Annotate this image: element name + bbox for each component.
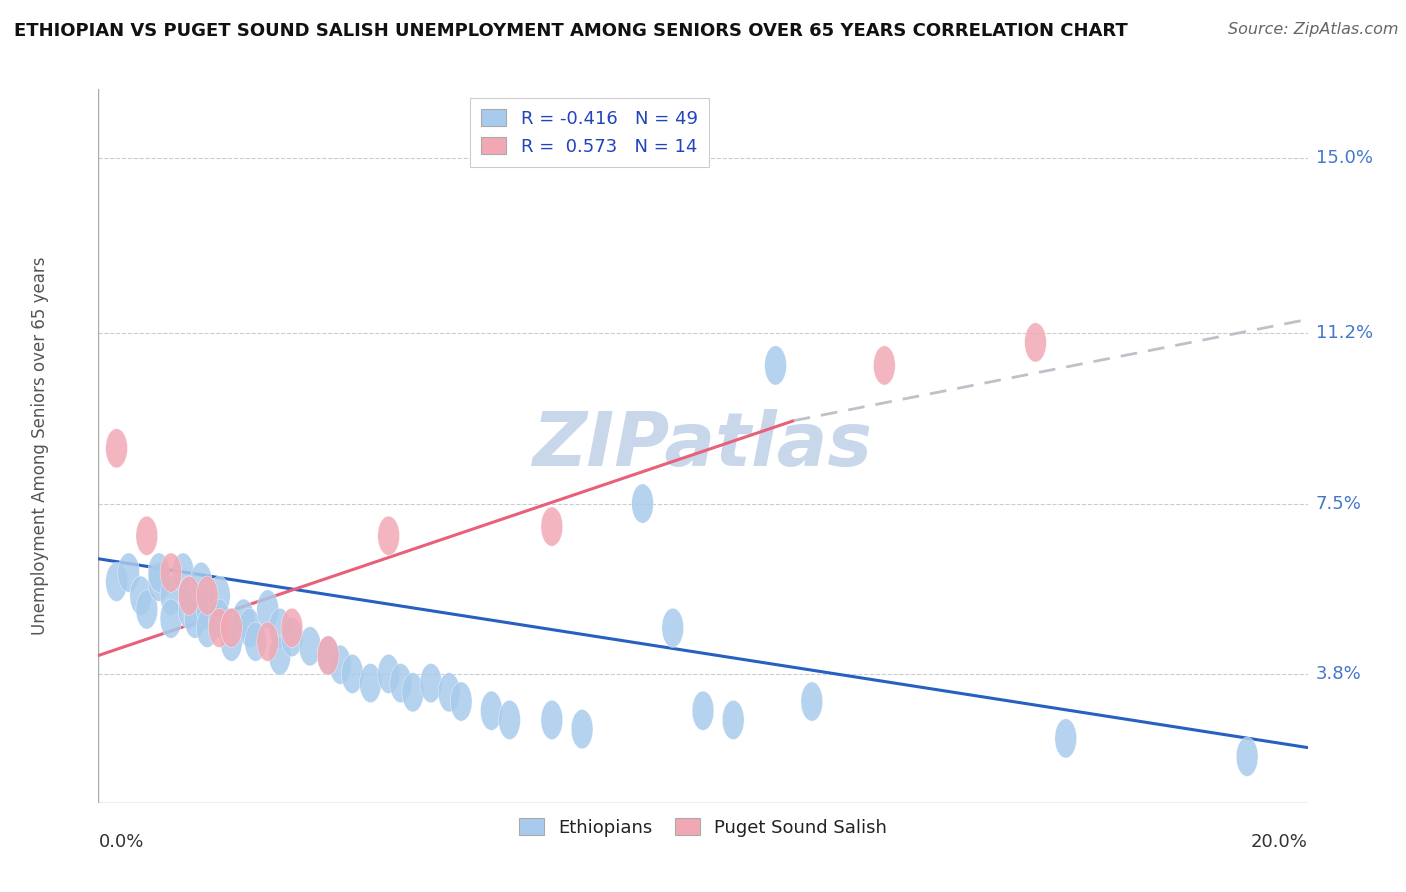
Ellipse shape	[105, 562, 128, 601]
Ellipse shape	[378, 516, 399, 556]
Ellipse shape	[136, 516, 157, 556]
Ellipse shape	[208, 576, 231, 615]
Ellipse shape	[208, 599, 231, 639]
Ellipse shape	[118, 553, 139, 592]
Ellipse shape	[232, 599, 254, 639]
Ellipse shape	[160, 553, 181, 592]
Text: 20.0%: 20.0%	[1251, 833, 1308, 851]
Ellipse shape	[541, 700, 562, 739]
Ellipse shape	[801, 681, 823, 721]
Text: Unemployment Among Seniors over 65 years: Unemployment Among Seniors over 65 years	[31, 257, 49, 635]
Ellipse shape	[342, 654, 363, 693]
Text: 15.0%: 15.0%	[1316, 149, 1372, 168]
Ellipse shape	[148, 553, 170, 592]
Ellipse shape	[378, 654, 399, 693]
Ellipse shape	[389, 664, 412, 703]
Ellipse shape	[179, 590, 200, 629]
Ellipse shape	[541, 507, 562, 546]
Ellipse shape	[197, 576, 218, 615]
Text: Source: ZipAtlas.com: Source: ZipAtlas.com	[1229, 22, 1399, 37]
Ellipse shape	[631, 484, 654, 524]
Ellipse shape	[172, 553, 194, 592]
Ellipse shape	[571, 709, 593, 748]
Ellipse shape	[179, 576, 200, 615]
Ellipse shape	[269, 608, 291, 648]
Ellipse shape	[148, 562, 170, 601]
Ellipse shape	[765, 346, 786, 385]
Ellipse shape	[1236, 737, 1258, 776]
Ellipse shape	[360, 664, 381, 703]
Ellipse shape	[692, 691, 714, 731]
Ellipse shape	[190, 562, 212, 601]
Ellipse shape	[179, 576, 200, 615]
Ellipse shape	[329, 645, 352, 684]
Ellipse shape	[129, 576, 152, 615]
Ellipse shape	[281, 617, 302, 657]
Text: ZIPatlas: ZIPatlas	[533, 409, 873, 483]
Ellipse shape	[221, 608, 242, 648]
Ellipse shape	[184, 599, 207, 639]
Ellipse shape	[257, 622, 278, 661]
Text: ETHIOPIAN VS PUGET SOUND SALISH UNEMPLOYMENT AMONG SENIORS OVER 65 YEARS CORRELA: ETHIOPIAN VS PUGET SOUND SALISH UNEMPLOY…	[14, 22, 1128, 40]
Ellipse shape	[439, 673, 460, 712]
Ellipse shape	[221, 608, 242, 648]
Ellipse shape	[221, 622, 242, 661]
Ellipse shape	[208, 608, 231, 648]
Legend: Ethiopians, Puget Sound Salish: Ethiopians, Puget Sound Salish	[512, 811, 894, 844]
Ellipse shape	[105, 429, 128, 468]
Ellipse shape	[499, 700, 520, 739]
Ellipse shape	[257, 590, 278, 629]
Ellipse shape	[197, 608, 218, 648]
Ellipse shape	[281, 608, 302, 648]
Ellipse shape	[723, 700, 744, 739]
Text: 3.8%: 3.8%	[1316, 665, 1361, 683]
Ellipse shape	[402, 673, 423, 712]
Ellipse shape	[481, 691, 502, 731]
Ellipse shape	[299, 627, 321, 666]
Text: 11.2%: 11.2%	[1316, 324, 1374, 343]
Ellipse shape	[269, 636, 291, 675]
Ellipse shape	[420, 664, 441, 703]
Ellipse shape	[239, 608, 260, 648]
Ellipse shape	[1054, 719, 1077, 758]
Ellipse shape	[1025, 323, 1046, 362]
Ellipse shape	[318, 636, 339, 675]
Ellipse shape	[197, 590, 218, 629]
Text: 7.5%: 7.5%	[1316, 494, 1362, 513]
Ellipse shape	[160, 576, 181, 615]
Ellipse shape	[136, 590, 157, 629]
Text: 0.0%: 0.0%	[98, 833, 143, 851]
Ellipse shape	[450, 681, 472, 721]
Ellipse shape	[662, 608, 683, 648]
Ellipse shape	[160, 599, 181, 639]
Ellipse shape	[873, 346, 896, 385]
Ellipse shape	[318, 636, 339, 675]
Ellipse shape	[245, 622, 267, 661]
